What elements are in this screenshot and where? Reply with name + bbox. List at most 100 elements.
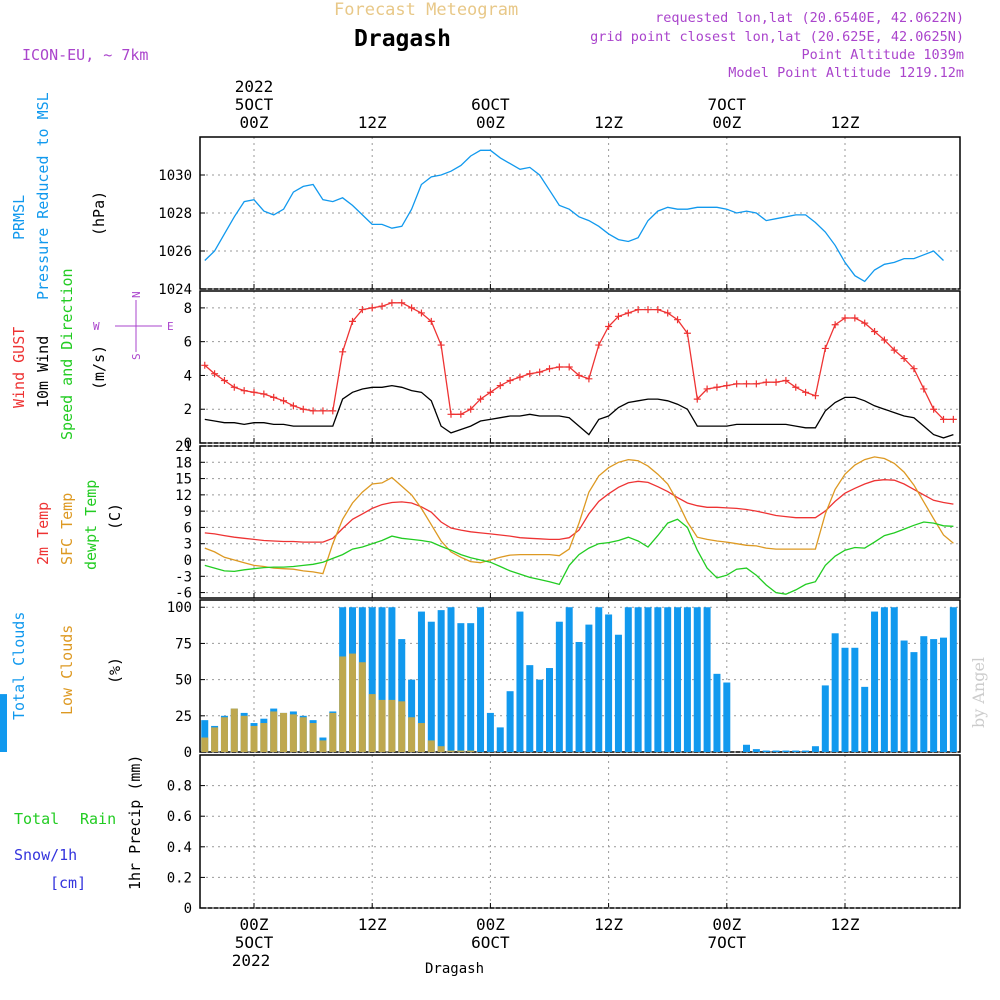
- gust-line-marker: [388, 299, 396, 307]
- wind-label-2: 10m Wind: [34, 336, 52, 408]
- compass-e: E: [167, 320, 174, 333]
- low-cloud-bar: [447, 750, 455, 752]
- model-label: ICON-EU, ~ 7km: [22, 46, 148, 64]
- total-cloud-bar: [388, 607, 396, 752]
- total-cloud-bar: [683, 607, 691, 752]
- total-cloud-bar: [506, 691, 514, 752]
- total-cloud-bar: [457, 623, 465, 752]
- total-cloud-bar: [614, 634, 622, 752]
- y-tick-label: 25: [175, 709, 192, 725]
- gust-line-marker: [536, 368, 544, 376]
- sfc-temp-line: [204, 456, 954, 575]
- point-altitude: Point Altitude 1039m: [801, 47, 964, 63]
- bottom-tick-label: 00Z: [476, 915, 505, 934]
- wind10m-line: [204, 384, 954, 439]
- y-tick-label: 8: [184, 301, 192, 317]
- low-cloud-bar: [211, 727, 219, 752]
- gust-line-marker: [378, 302, 386, 310]
- y-tick-label: 100: [167, 600, 192, 616]
- low-cloud-bar: [250, 725, 258, 752]
- gust-line-marker: [457, 410, 465, 418]
- gust-line-marker: [526, 370, 534, 378]
- total-cloud-bar: [398, 639, 406, 752]
- total-cloud-bar: [477, 607, 485, 752]
- gust-line-marker: [447, 410, 455, 418]
- y-tick-label: 0.6: [167, 809, 192, 825]
- y-tick-label: -3: [175, 569, 192, 585]
- gust-line-marker: [900, 355, 908, 363]
- temp-label-2: SFC Temp: [58, 493, 76, 565]
- footer-station: Dragash: [425, 961, 484, 977]
- total-cloud-bar: [546, 668, 553, 752]
- model-altitude: Model Point Altitude 1219.12m: [728, 65, 964, 81]
- gust-line-marker: [723, 382, 731, 390]
- gust-line-marker: [831, 321, 839, 329]
- dewpt-line: [204, 518, 954, 595]
- bottom-tick-date: 7OCT: [708, 933, 747, 952]
- gust-line-marker: [880, 336, 888, 344]
- gust-line-marker: [595, 341, 603, 349]
- total-cloud-bar: [624, 607, 632, 752]
- y-tick-label: -6: [175, 586, 192, 602]
- gust-line-marker: [467, 405, 475, 413]
- total-cloud-bar: [949, 607, 957, 752]
- low-cloud-bar: [289, 714, 297, 752]
- total-cloud-bar: [743, 744, 750, 752]
- top-tick-date: 7OCT: [708, 95, 747, 114]
- gust-line-marker: [940, 415, 947, 423]
- clouds-label-1: Total Clouds: [10, 612, 28, 720]
- temp-label-3: dewpt Temp: [82, 480, 100, 570]
- y-tick-label: 50: [175, 673, 192, 689]
- total-cloud-bar: [408, 679, 416, 752]
- top-tick-label: 12Z: [358, 113, 387, 132]
- total-cloud-bar: [644, 607, 652, 752]
- gust-line-marker: [516, 373, 524, 381]
- gust-line-marker: [339, 348, 347, 356]
- top-tick-label: 00Z: [476, 113, 505, 132]
- compass-rose: W E N S: [93, 291, 174, 360]
- precip-label-rain: Rain: [80, 810, 116, 828]
- y-tick-label: 21: [175, 439, 192, 455]
- total-cloud-bar: [782, 750, 790, 752]
- gust-line-marker: [349, 317, 356, 325]
- y-tick-label: 1028: [158, 206, 192, 222]
- gust-line-marker: [821, 344, 829, 352]
- y-tick-label: 0: [184, 436, 192, 452]
- y-tick-label: 4: [184, 368, 192, 384]
- low-cloud-bar: [240, 715, 248, 752]
- gust-line-marker: [713, 383, 721, 391]
- gust-line-marker: [358, 306, 366, 314]
- low-cloud-bar: [260, 723, 268, 752]
- gust-line-marker: [792, 383, 800, 391]
- gust-line-marker: [654, 306, 662, 314]
- total-cloud-bar: [811, 746, 819, 752]
- wind-unit: (m/s): [90, 345, 108, 390]
- low-cloud-bar: [299, 717, 307, 752]
- y-tick-label: 0: [184, 745, 192, 761]
- total-cloud-bar: [368, 607, 376, 752]
- bottom-tick-date: 6OCT: [471, 933, 510, 952]
- panel-frame: [199, 290, 961, 444]
- gust-line-marker: [841, 314, 849, 322]
- total-cloud-bar: [447, 607, 455, 752]
- gust-line-marker: [811, 392, 819, 400]
- total-cloud-bar: [496, 727, 504, 752]
- pressure-label-1: PRMSL: [10, 195, 28, 240]
- precip-unit: 1hr Precip (mm): [126, 755, 144, 890]
- total-cloud-bar: [664, 607, 672, 752]
- low-cloud-bar: [201, 737, 209, 752]
- total-cloud-bar: [861, 686, 869, 752]
- gust-line-marker: [782, 377, 790, 385]
- low-cloud-bar: [220, 717, 228, 752]
- total-cloud-bar: [713, 673, 721, 752]
- low-cloud-bar: [358, 662, 366, 752]
- panel-frame: [199, 754, 961, 909]
- gust-line: [204, 302, 954, 421]
- total-cloud-bar: [201, 720, 209, 752]
- bottom-tick-label: 00Z: [240, 915, 269, 934]
- gust-line-marker: [408, 304, 416, 312]
- gust-line-marker: [683, 329, 691, 337]
- wind-label-1: Wind GUST: [10, 327, 28, 408]
- gust-line-marker: [605, 322, 613, 330]
